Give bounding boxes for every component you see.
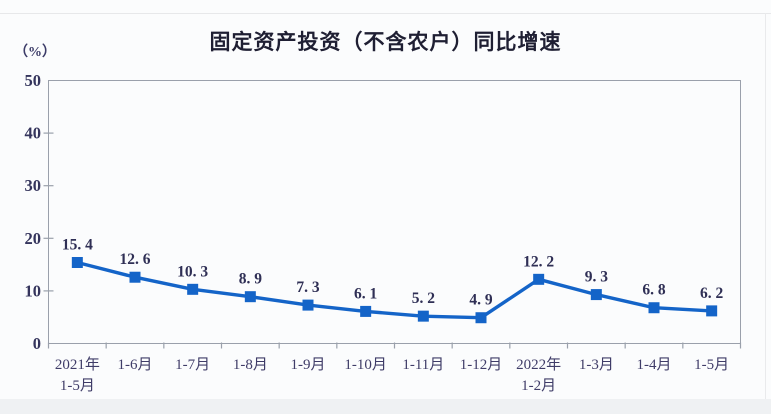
data-point-marker bbox=[187, 283, 199, 295]
data-point-label: 6. 2 bbox=[700, 285, 724, 302]
data-point-label: 10. 3 bbox=[177, 263, 208, 280]
y-axis-tick-label: 30 bbox=[25, 176, 42, 195]
x-axis-label: 1-4月 bbox=[637, 357, 672, 373]
x-axis-label: 1-7月 bbox=[175, 357, 210, 373]
y-axis-tick-label: 10 bbox=[25, 281, 42, 300]
data-point-marker bbox=[71, 256, 83, 268]
data-point-marker bbox=[129, 271, 141, 283]
data-point-label: 4. 9 bbox=[469, 292, 493, 309]
y-axis-tick-label: 50 bbox=[25, 71, 42, 90]
x-axis-label: 1-12月 bbox=[460, 357, 503, 373]
x-axis-label: 1-11月 bbox=[402, 357, 444, 373]
y-axis-tick-label: 40 bbox=[25, 124, 42, 143]
data-point-marker bbox=[590, 289, 602, 301]
card-top-border bbox=[0, 13, 771, 14]
data-point-marker bbox=[648, 302, 660, 314]
data-point-marker bbox=[475, 312, 487, 324]
data-point-label: 6. 1 bbox=[354, 285, 377, 302]
data-point-label: 12. 6 bbox=[120, 251, 151, 268]
x-axis-label: 2021年 1-5月 bbox=[55, 356, 100, 394]
x-axis-label: 1-6月 bbox=[118, 357, 153, 373]
page-bottom-strip bbox=[0, 399, 771, 414]
data-point-label: 9. 3 bbox=[585, 269, 609, 286]
data-point-marker bbox=[417, 310, 429, 322]
card-right-border bbox=[765, 13, 766, 399]
data-point-label: 7. 3 bbox=[296, 279, 320, 296]
data-point-marker bbox=[706, 305, 718, 317]
data-point-label: 5. 2 bbox=[412, 290, 436, 307]
data-point-marker bbox=[302, 299, 314, 311]
y-axis-tick-label: 0 bbox=[33, 334, 41, 353]
x-axis-label: 1-9月 bbox=[291, 357, 326, 373]
data-point-marker bbox=[533, 273, 545, 285]
x-axis-label: 1-3月 bbox=[579, 357, 614, 373]
y-axis-tick-label: 20 bbox=[25, 229, 42, 248]
x-axis-label: 1-5月 bbox=[694, 357, 729, 373]
y-axis-unit-label: （%） bbox=[14, 45, 56, 60]
x-axis-label: 1-8月 bbox=[233, 357, 268, 373]
data-point-label: 8. 9 bbox=[239, 271, 263, 288]
data-point-label: 12. 2 bbox=[523, 253, 554, 270]
data-point-label: 15. 4 bbox=[62, 236, 93, 253]
data-point-label: 6. 8 bbox=[642, 282, 666, 299]
series-line bbox=[75, 260, 714, 320]
chart-title: 固定资产投资（不含农户）同比增速 bbox=[209, 31, 562, 54]
x-axis-label: 1-10月 bbox=[344, 357, 387, 373]
data-point-marker bbox=[244, 291, 256, 303]
x-axis-label: 2022年 1-2月 bbox=[516, 356, 561, 394]
data-point-marker bbox=[360, 305, 372, 317]
